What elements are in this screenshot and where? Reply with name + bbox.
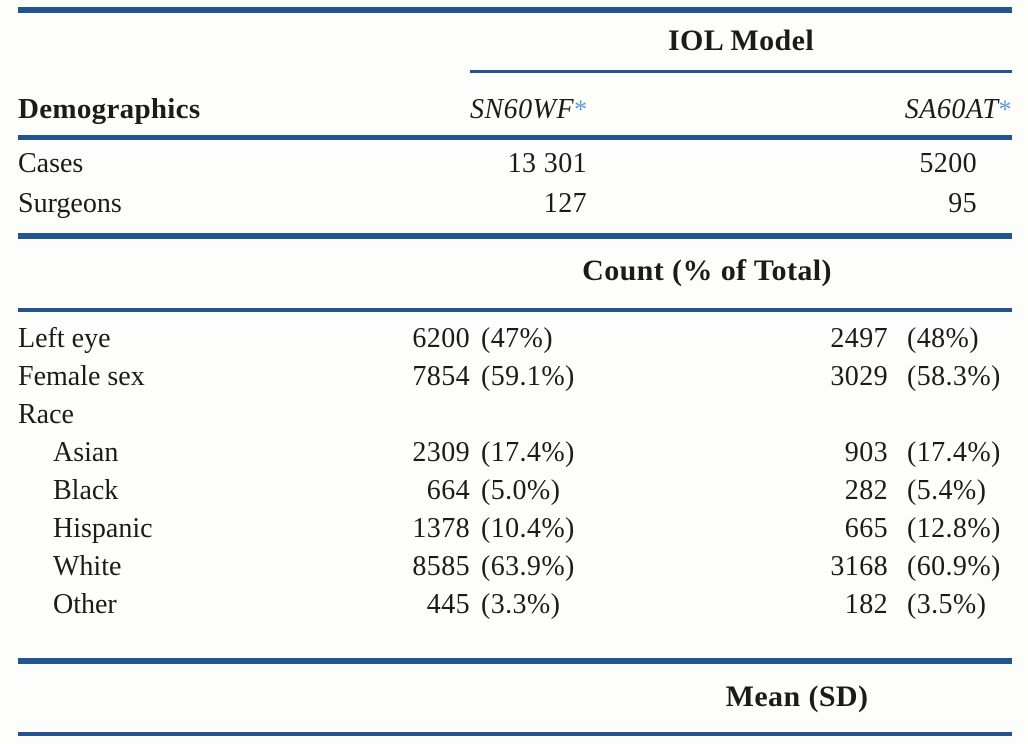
cell-sn60wf-percent: (47%) — [481, 323, 553, 354]
cell-sn60wf: 13 301 — [507, 148, 587, 179]
row-label: White — [53, 551, 122, 582]
cell-sa60at-count: 665 — [844, 513, 888, 544]
cell-sa60at-percent: (12.8%) — [907, 513, 1001, 544]
count-section-header: Count (% of Total) — [582, 254, 832, 287]
table-row-female-sex: Female sex 7854 (59.1%) 3029 (58.3%) — [18, 358, 1012, 396]
cell-sn60wf-percent: (59.1%) — [481, 361, 575, 392]
demographics-table: IOL Model Demographics SN60WF* SA60AT* C… — [18, 0, 1012, 744]
row-label: Cases — [18, 148, 84, 179]
column-group-header: IOL Model — [667, 24, 815, 57]
mean-section-header: Mean (SD) — [725, 680, 869, 713]
count-section: Left eye 6200 (47%) 2497 (48%) Female se… — [18, 320, 1012, 624]
header-separator-rule — [18, 135, 1012, 140]
row-label: Left eye — [18, 323, 111, 354]
column-header-sa60at-label: SA60AT — [904, 94, 999, 125]
row-label: Surgeons — [18, 188, 122, 219]
row-label: Asian — [53, 437, 119, 468]
cell-sn60wf-count: 8585 — [412, 551, 470, 582]
cell-sn60wf-percent: (10.4%) — [481, 513, 575, 544]
section-rule — [18, 658, 1012, 664]
cell-sa60at-count: 3168 — [830, 551, 888, 582]
cell-sa60at-percent: (48%) — [907, 323, 979, 354]
cell-sn60wf-percent: (17.4%) — [481, 437, 575, 468]
cell-sn60wf-percent: (5.0%) — [481, 475, 561, 506]
column-header-sn60wf-label: SN60WF — [470, 94, 575, 125]
cell-sa60at-percent: (3.5%) — [907, 589, 987, 620]
cell-sa60at-count: 282 — [844, 475, 888, 506]
table-row-cases: Cases 13 301 5200 — [18, 144, 1012, 184]
footnote-asterisk: * — [574, 95, 588, 124]
table-row-hispanic: Hispanic 1378 (10.4%) 665 (12.8%) — [18, 510, 1012, 548]
column-header-sn60wf: SN60WF* — [470, 94, 588, 126]
cell-sn60wf: 127 — [543, 188, 587, 219]
footnote-asterisk: * — [998, 95, 1012, 124]
row-label: Hispanic — [53, 513, 153, 544]
cell-sn60wf-count: 445 — [426, 589, 470, 620]
cell-sn60wf-count: 664 — [426, 475, 470, 506]
table-row-black: Black 664 (5.0%) 282 (5.4%) — [18, 472, 1012, 510]
cell-sa60at-count: 3029 — [830, 361, 888, 392]
cell-sa60at-percent: (17.4%) — [907, 437, 1001, 468]
table-row-surgeons: Surgeons 127 95 — [18, 184, 1012, 224]
cell-sn60wf-count: 1378 — [412, 513, 470, 544]
row-label: Other — [53, 589, 117, 620]
cell-sn60wf-percent: (63.9%) — [481, 551, 575, 582]
cell-sa60at: 95 — [948, 188, 977, 219]
row-label: Female sex — [18, 361, 145, 392]
table-row-left-eye: Left eye 6200 (47%) 2497 (48%) — [18, 320, 1012, 358]
cell-sa60at: 5200 — [919, 148, 977, 179]
stub-header: Demographics — [18, 93, 201, 125]
table-row-asian: Asian 2309 (17.4%) 903 (17.4%) — [18, 434, 1012, 472]
column-group-underline — [470, 70, 1012, 73]
totals-section: Cases 13 301 5200 Surgeons 127 95 — [18, 144, 1012, 224]
table-bottom-rule — [18, 732, 1012, 736]
table-row-other: Other 445 (3.3%) 182 (3.5%) — [18, 586, 1012, 624]
row-label: Black — [53, 475, 119, 506]
section-rule — [18, 233, 1012, 239]
cell-sa60at-percent: (58.3%) — [907, 361, 1001, 392]
cell-sa60at-count: 2497 — [830, 323, 888, 354]
cell-sa60at-percent: (60.9%) — [907, 551, 1001, 582]
cell-sn60wf-count: 2309 — [412, 437, 470, 468]
column-header-sa60at: SA60AT* — [905, 94, 1012, 126]
cell-sa60at-count: 903 — [844, 437, 888, 468]
table-row-race-group: Race — [18, 396, 1012, 434]
column-header-row: Demographics SN60WF* SA60AT* — [18, 84, 1012, 130]
table-top-rule — [18, 7, 1012, 13]
cell-sa60at-percent: (5.4%) — [907, 475, 987, 506]
section-rule — [18, 308, 1012, 312]
cell-sn60wf-percent: (3.3%) — [481, 589, 561, 620]
cell-sa60at-count: 182 — [844, 589, 888, 620]
cell-sn60wf-count: 6200 — [412, 323, 470, 354]
row-label: Race — [18, 399, 74, 430]
cell-sn60wf-count: 7854 — [412, 361, 470, 392]
table-row-white: White 8585 (63.9%) 3168 (60.9%) — [18, 548, 1012, 586]
